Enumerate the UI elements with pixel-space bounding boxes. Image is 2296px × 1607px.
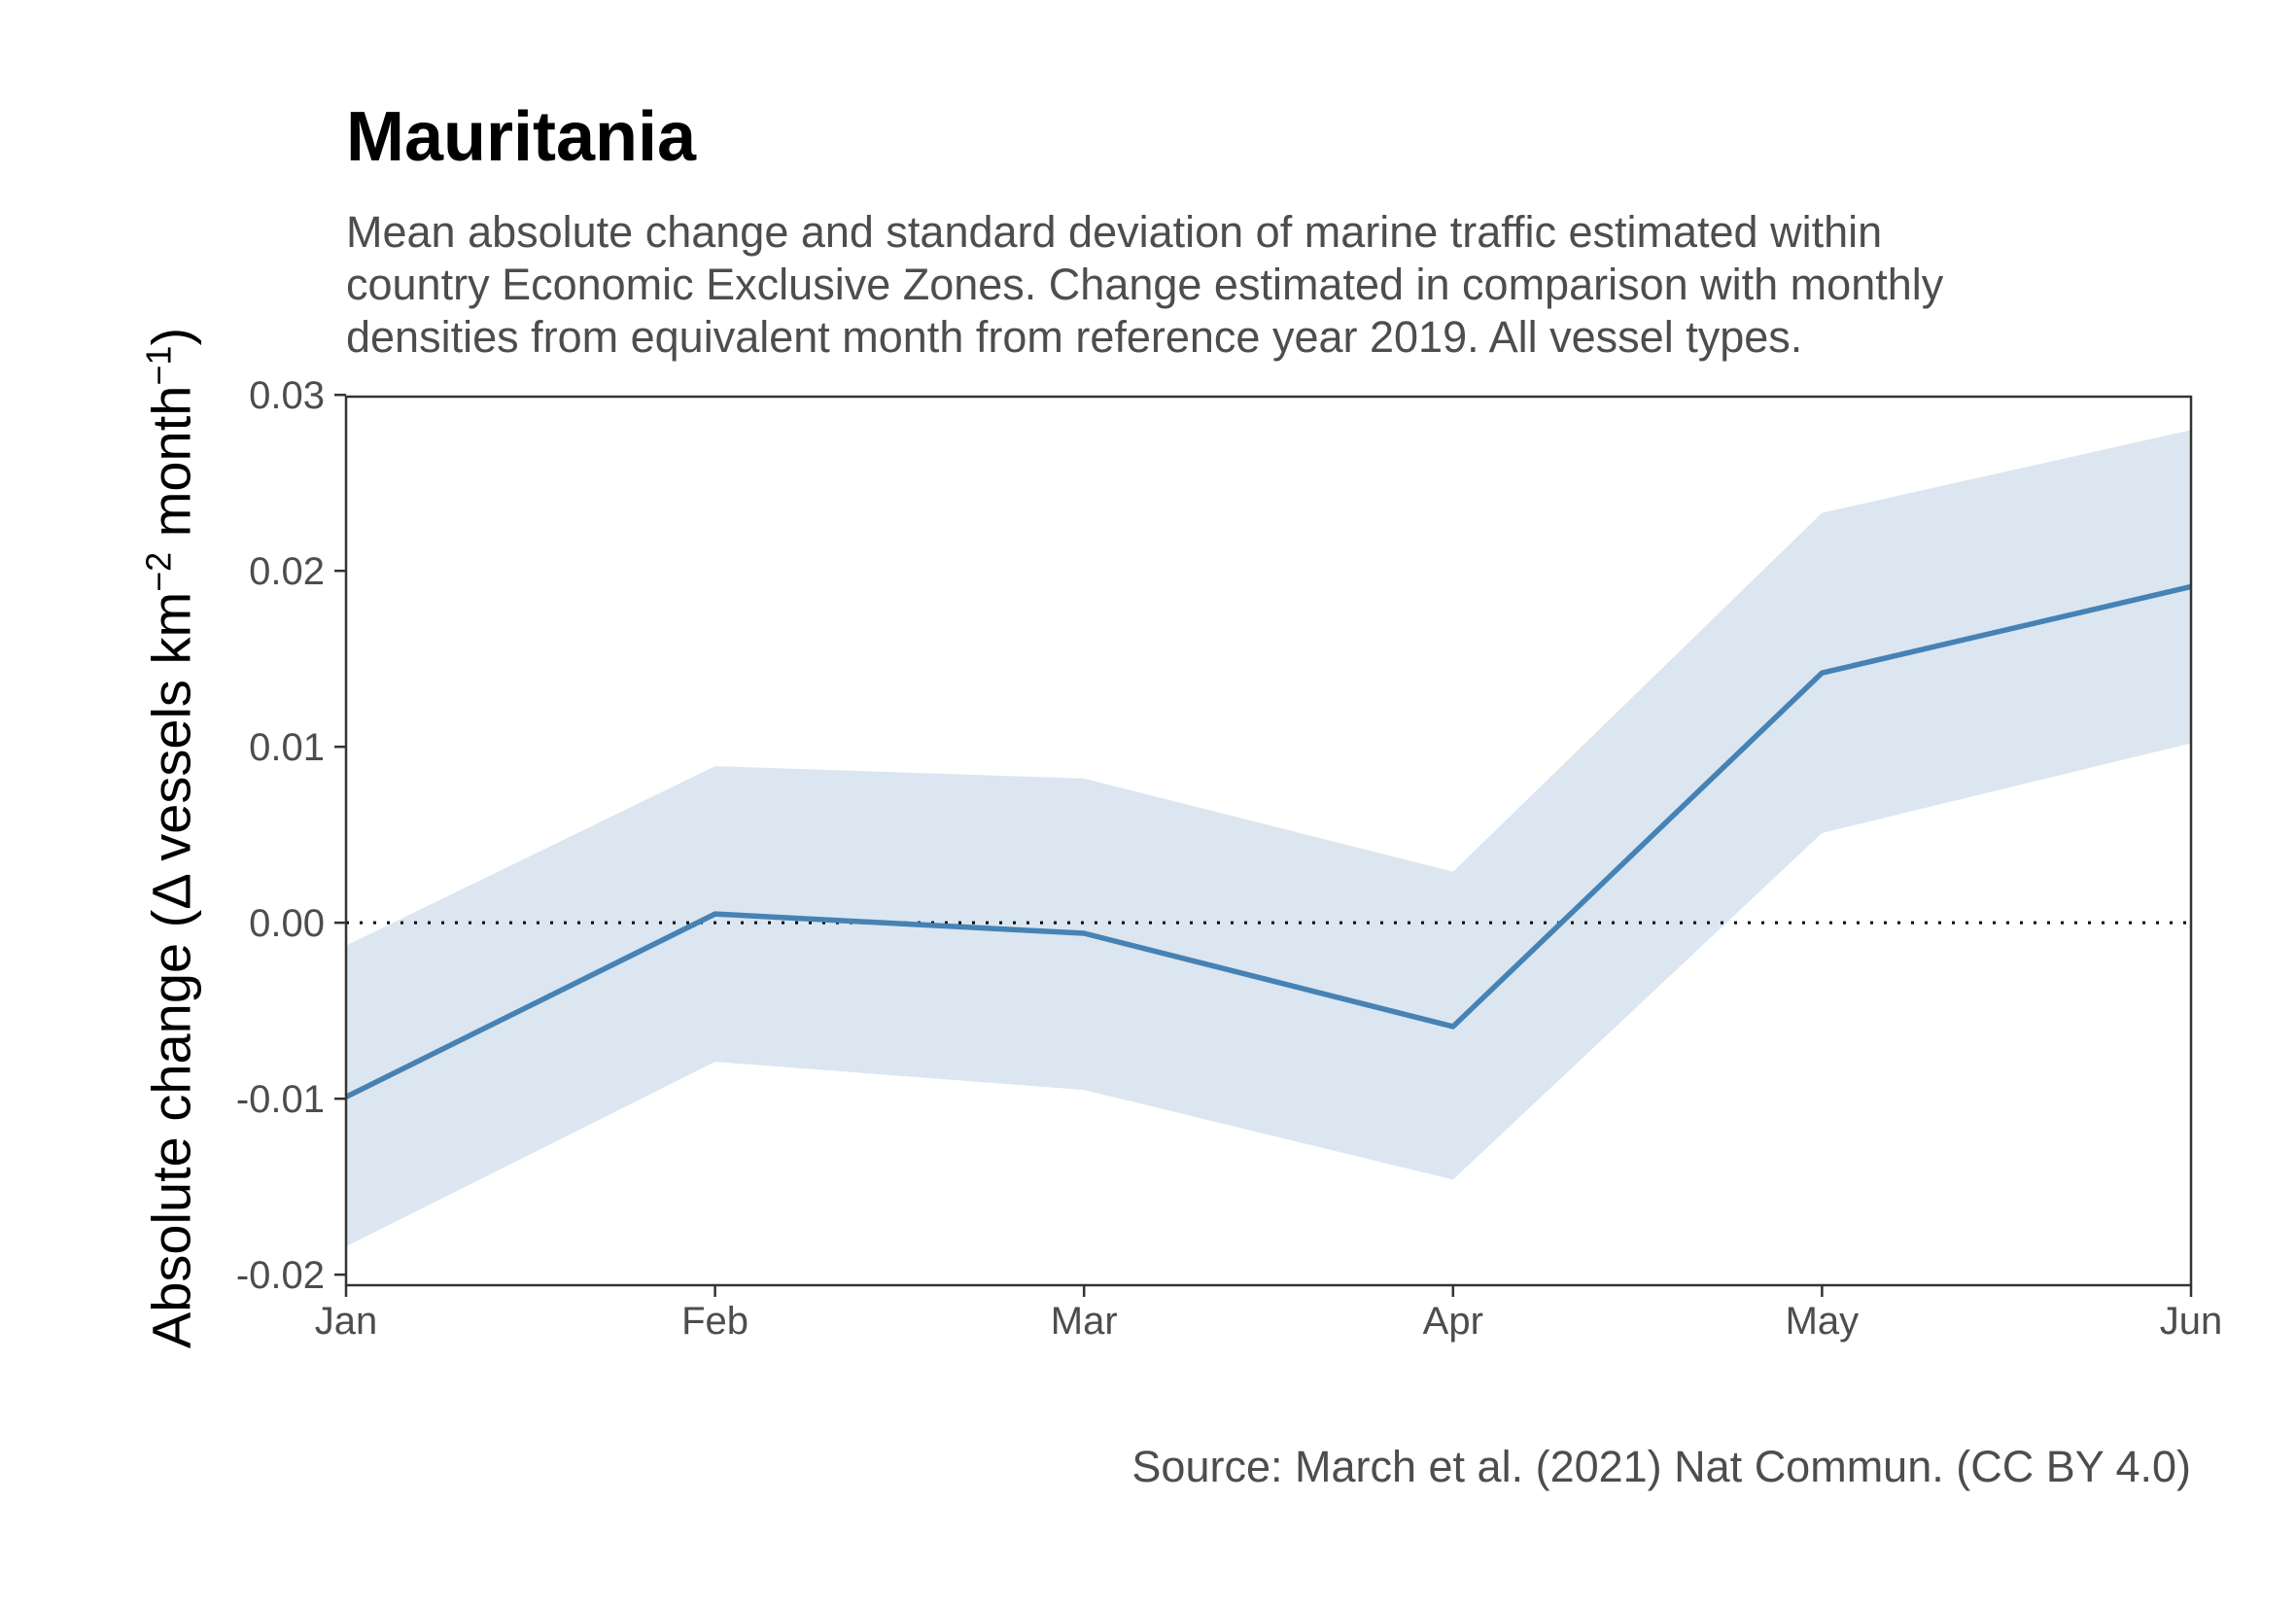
y-tick-label-4: 0.02: [249, 550, 325, 593]
x-tick-label-jan: Jan: [315, 1300, 378, 1343]
x-tick-label-feb: Feb: [681, 1300, 748, 1343]
x-tick-label-jun: Jun: [2160, 1300, 2223, 1343]
subtitle-line-2: country Economic Exclusive Zones. Change…: [346, 260, 1944, 309]
y-tick-label-5: 0.03: [249, 374, 325, 417]
source-caption: Source: March et al. (2021) Nat Commun. …: [1131, 1442, 2191, 1491]
y-tick-label-0: -0.02: [236, 1254, 325, 1297]
x-tick-label-apr: Apr: [1423, 1300, 1483, 1343]
sd-band: [346, 430, 2191, 1247]
chart-title: Mauritania: [346, 98, 697, 176]
x-tick-label-may: May: [1786, 1300, 1860, 1343]
x-tick-label-mar: Mar: [1051, 1300, 1118, 1343]
subtitle-line-1: Mean absolute change and standard deviat…: [346, 207, 1883, 257]
y-tick-label-1: -0.01: [236, 1078, 325, 1121]
panel-border: [344, 395, 2193, 1287]
mean-line: [344, 583, 2192, 1100]
subtitle-line-3: densities from equivalent month from ref…: [346, 312, 1803, 362]
y-tick-label-2: 0.00: [249, 902, 325, 945]
axes-layer: -0.02 -0.01 0.00 0.01 0.02 0.03 Jan Feb Mar Apr Ma…: [236, 374, 2222, 1343]
chart-subtitle: Mean absolute change and standard deviat…: [346, 206, 2193, 364]
sd-band-layer: [346, 430, 2191, 1247]
y-tick-label-3: 0.01: [249, 726, 325, 769]
